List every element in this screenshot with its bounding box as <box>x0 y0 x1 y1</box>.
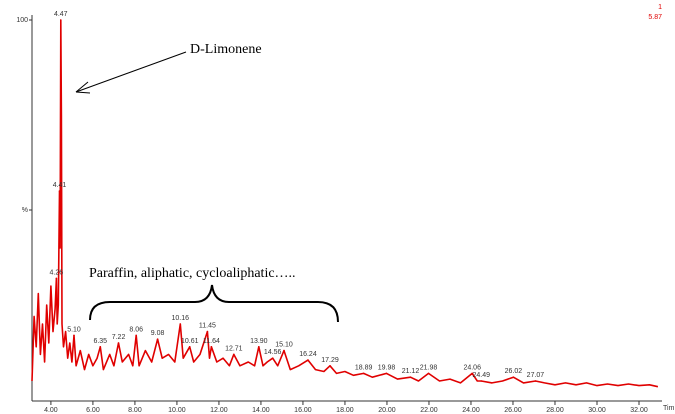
x-tick-label: 16.00 <box>294 407 312 414</box>
x-tick-label: 8.00 <box>128 407 142 414</box>
peak <box>73 334 75 337</box>
peak <box>156 338 159 341</box>
arrow <box>75 51 187 93</box>
x-tick-label: 20.00 <box>378 407 396 414</box>
x-tick-label: 28.00 <box>546 407 564 414</box>
peak-label: 5.10 <box>67 326 81 333</box>
peak-label: 11.45 <box>199 323 216 330</box>
peak <box>55 277 58 280</box>
peak <box>179 323 182 325</box>
x-tick-label: 14.00 <box>252 407 270 414</box>
peak <box>329 365 331 367</box>
peak-label: 4.47 <box>54 11 68 18</box>
peak-label: 17.29 <box>321 357 339 364</box>
peak-label: 4.26 <box>50 269 64 276</box>
x-tick-label: 12.00 <box>210 407 228 414</box>
x-tick-label: 6.00 <box>86 407 100 414</box>
peak-label: 11.64 <box>203 338 220 345</box>
x-tick-label: 10.00 <box>168 407 186 414</box>
x-axis-label: Tim <box>663 405 675 412</box>
peak <box>258 346 260 348</box>
peak-label: 26.02 <box>505 368 523 375</box>
peak <box>307 359 309 361</box>
peak <box>427 372 430 375</box>
x-tick-label: 26.00 <box>504 407 522 414</box>
peak-label: 13.90 <box>250 338 268 345</box>
peak <box>271 357 274 360</box>
peak-label: 10.16 <box>172 315 190 322</box>
peak <box>135 334 137 337</box>
peak-label: 18.89 <box>355 364 373 371</box>
x-tick-label: 30.00 <box>588 407 606 414</box>
peak-label: 16.24 <box>299 351 317 358</box>
peak <box>210 346 213 348</box>
peak <box>99 346 102 348</box>
peak <box>480 380 483 382</box>
x-tick-label: 24.00 <box>462 407 480 414</box>
trace <box>31 19 659 388</box>
peak <box>471 372 474 375</box>
peak-label: 4.41 <box>53 182 67 189</box>
peak <box>385 372 388 375</box>
x-tick-label: 32.00 <box>630 407 648 414</box>
arrow-head <box>75 81 91 94</box>
peak-label: 9.08 <box>151 330 165 337</box>
peak-label: 12.71 <box>225 345 243 352</box>
peak <box>233 353 235 356</box>
peak-label: 14.56 <box>264 349 282 356</box>
y-tick-label: % <box>22 207 28 214</box>
peak-label: 21.98 <box>420 364 438 371</box>
peak-label: 27.07 <box>527 372 545 379</box>
peak-label: 8.06 <box>129 326 143 333</box>
x-tick-label: 22.00 <box>420 407 438 414</box>
peak <box>409 376 412 379</box>
annotation: Paraffin, aliphatic, cycloaliphatic….. <box>89 266 296 281</box>
peak-label: 24.06 <box>463 364 481 371</box>
peak <box>283 349 285 352</box>
peak <box>58 190 61 192</box>
x-tick-label: 18.00 <box>336 407 354 414</box>
y-tick-label: 100 <box>16 17 28 24</box>
corner-label: 1 <box>658 4 662 11</box>
corner-label: 5.87 <box>648 14 662 21</box>
x-tick-label: 4.00 <box>44 407 58 414</box>
peak-label: 19.98 <box>378 364 396 371</box>
peak-label: 10.61 <box>181 338 199 345</box>
peak <box>188 346 191 348</box>
peak <box>534 380 537 382</box>
peak <box>59 19 62 21</box>
peak-label: 21.12 <box>402 368 420 375</box>
brace <box>89 284 339 323</box>
peak <box>206 330 209 333</box>
peak <box>117 342 120 344</box>
peak-label: 6.35 <box>93 338 107 345</box>
peak-label: 15.10 <box>275 342 293 349</box>
peak-label: 24.49 <box>472 372 490 379</box>
peak <box>362 372 365 375</box>
peak <box>512 376 515 379</box>
annotation: D-Limonene <box>190 42 262 57</box>
peak-label: 7.22 <box>112 334 126 341</box>
